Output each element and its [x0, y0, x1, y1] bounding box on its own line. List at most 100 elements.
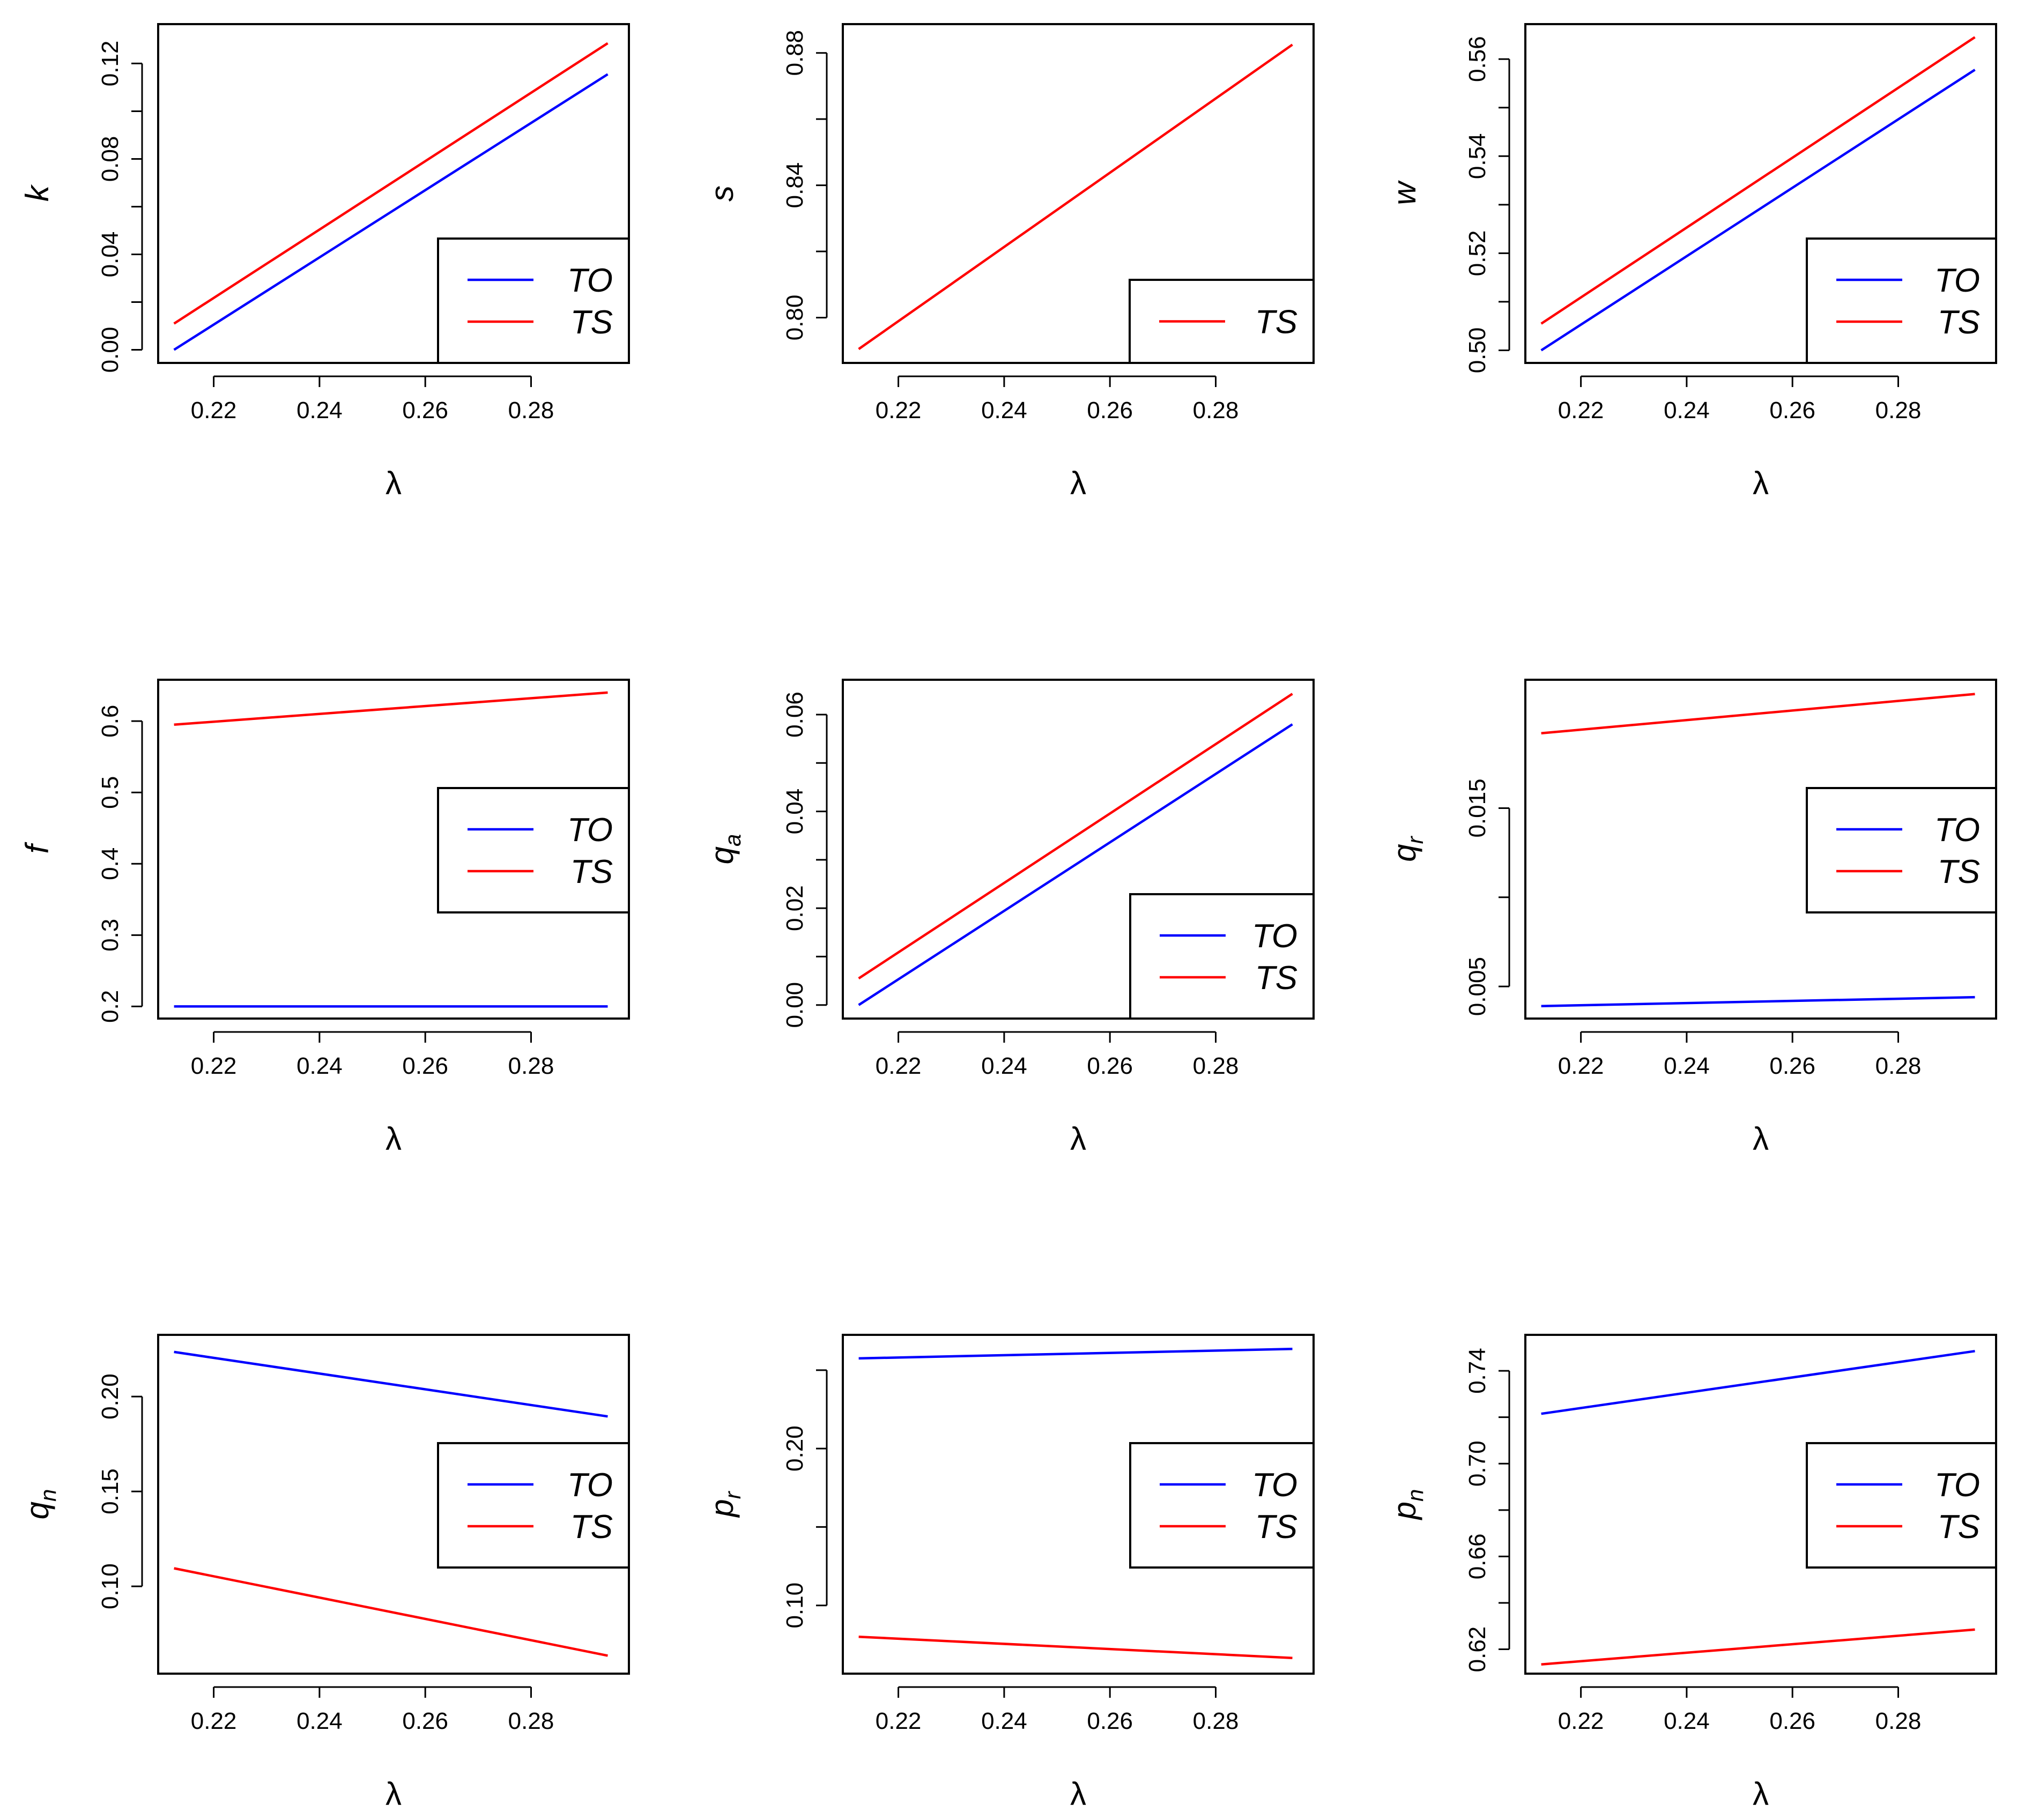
- x-tick-label: 0.22: [191, 1708, 237, 1734]
- x-tick-label: 0.24: [981, 1053, 1027, 1079]
- legend-label-TO: TO: [567, 812, 613, 849]
- y-tick-label: 0.20: [782, 1425, 808, 1472]
- y-tick-label: 0.4: [97, 848, 123, 880]
- x-axis-label: λ: [1070, 1776, 1086, 1812]
- legend-box: [1129, 1442, 1315, 1569]
- x-tick-label: 0.22: [191, 1053, 237, 1079]
- y-tick-label: 0.70: [1464, 1440, 1490, 1487]
- y-tick-label: 0.00: [782, 982, 808, 1028]
- x-tick-label: 0.24: [296, 1053, 343, 1079]
- x-tick-label: 0.28: [1875, 1708, 1922, 1734]
- x-tick-label: 0.26: [402, 397, 448, 424]
- legend-label-TO: TO: [1934, 1467, 1980, 1504]
- chart-panel-k: TO TS 0.22 0.24 0.26 0.28 λ 0.00 0.04 0.08 0.12 k: [19, 23, 630, 501]
- y-axis-label: qn: [19, 1489, 61, 1520]
- plot-frame: [842, 1334, 1315, 1675]
- x-tick-label: 0.26: [1769, 1053, 1815, 1079]
- x-axis-label: λ: [1753, 1776, 1769, 1812]
- x-tick-label: 0.26: [1087, 1053, 1133, 1079]
- legend-label-TO: TO: [567, 262, 613, 299]
- x-tick-label: 0.24: [981, 1708, 1027, 1734]
- legend-box: [437, 787, 630, 913]
- x-tick-label: 0.26: [1087, 397, 1133, 424]
- y-tick-label: 0.00: [97, 327, 123, 373]
- chart-panel-qn: TO TS 0.22 0.24 0.26 0.28 λ 0.10 0.15 0.20 qn: [19, 1334, 630, 1812]
- x-tick-label: 0.22: [191, 397, 237, 424]
- y-axis-label: s: [704, 185, 740, 202]
- y-tick-label: 0.015: [1464, 778, 1490, 837]
- y-tick-label: 0.56: [1464, 36, 1490, 82]
- series-line-TS: [174, 691, 608, 726]
- x-tick-label: 0.22: [1558, 1708, 1604, 1734]
- x-tick-label: 0.26: [402, 1053, 448, 1079]
- chart-panel-qa: TO TS 0.22 0.24 0.26 0.28 λ 0.00 0.02 0.04 0.06 qa: [704, 679, 1315, 1157]
- x-tick-label: 0.24: [1664, 1053, 1710, 1079]
- y-axis-label: qa: [704, 834, 745, 865]
- legend-box: [1129, 893, 1315, 1020]
- legend: TO TS: [1806, 237, 1997, 364]
- x-tick-label: 0.28: [508, 1053, 554, 1079]
- legend-box: [437, 1442, 630, 1569]
- legend-label-TS: TS: [1255, 960, 1297, 997]
- plot-frame: [1524, 23, 1997, 364]
- y-tick-label: 0.20: [97, 1373, 123, 1420]
- y-tick-label: 0.15: [97, 1468, 123, 1514]
- plot-frame: [842, 23, 1315, 364]
- x-tick-label: 0.26: [1769, 397, 1815, 424]
- y-tick-label: 0.10: [782, 1583, 808, 1629]
- y-axis-label: k: [19, 184, 55, 202]
- series-line-TS: [858, 43, 1293, 350]
- x-axis-label: λ: [1753, 1121, 1769, 1157]
- series-line-TO: [173, 73, 609, 351]
- legend-label-TS: TS: [570, 304, 613, 341]
- plot-frame: [157, 679, 630, 1020]
- y-axis-label: f: [19, 842, 55, 853]
- legend: TO TS: [1806, 787, 1997, 913]
- x-tick-label: 0.24: [296, 1708, 343, 1734]
- x-tick-label: 0.24: [1664, 397, 1710, 424]
- chart-panel-f: TO TS 0.22 0.24 0.26 0.28 λ 0.2 0.3 0.4 0.5 0.6 f: [19, 679, 630, 1157]
- legend-label-TO: TO: [1252, 1467, 1297, 1504]
- y-tick-label: 0.04: [97, 232, 123, 278]
- y-axis-label: qr: [1386, 835, 1428, 861]
- legend: TO TS: [1806, 1442, 1997, 1569]
- legend-label-TS: TS: [1938, 853, 1980, 890]
- y-tick-label: 0.02: [782, 885, 808, 931]
- series-line-TS: [858, 693, 1293, 979]
- legend-label-TO: TO: [1252, 918, 1297, 955]
- x-axis-label: λ: [385, 1121, 402, 1157]
- x-tick-label: 0.24: [296, 397, 343, 424]
- y-tick-label: 0.50: [1464, 328, 1490, 374]
- y-tick-label: 0.84: [782, 162, 808, 209]
- x-tick-label: 0.22: [876, 1708, 922, 1734]
- y-tick-label: 0.08: [97, 136, 123, 182]
- series-line-TO: [858, 723, 1293, 1006]
- legend-label-TS: TS: [1938, 1509, 1980, 1546]
- x-tick-label: 0.22: [1558, 1053, 1604, 1079]
- y-tick-label: 0.12: [97, 41, 123, 87]
- y-tick-label: 0.2: [97, 990, 123, 1023]
- legend-label-TO: TO: [1934, 812, 1980, 849]
- legend-label-TS: TS: [1255, 304, 1297, 341]
- x-tick-label: 0.26: [1769, 1708, 1815, 1734]
- y-tick-label: 0.62: [1464, 1626, 1490, 1673]
- legend-box: [1806, 237, 1997, 364]
- series-line-TO: [1541, 996, 1975, 1007]
- plot-frame: [157, 23, 630, 364]
- series-line-TO: [858, 1348, 1293, 1360]
- y-tick-label: 0.66: [1464, 1534, 1490, 1580]
- legend-label-TS: TS: [570, 1509, 613, 1546]
- x-axis-label: λ: [1070, 465, 1086, 501]
- legend: TO TS: [1129, 893, 1315, 1020]
- plot-frame: [1524, 679, 1997, 1020]
- y-axis-label: w: [1386, 180, 1422, 205]
- series-line-TO: [1541, 1350, 1975, 1415]
- legend-label-TS: TS: [1255, 1509, 1297, 1546]
- x-tick-label: 0.28: [508, 397, 554, 424]
- y-tick-label: 0.52: [1464, 231, 1490, 277]
- x-tick-label: 0.26: [402, 1708, 448, 1734]
- x-tick-label: 0.28: [1193, 397, 1239, 424]
- x-tick-label: 0.28: [1875, 1053, 1922, 1079]
- x-tick-label: 0.24: [1664, 1708, 1710, 1734]
